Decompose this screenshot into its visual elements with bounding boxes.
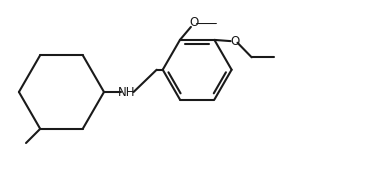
Text: O: O (230, 35, 239, 48)
Text: NH: NH (117, 86, 135, 98)
Text: O: O (190, 16, 199, 29)
